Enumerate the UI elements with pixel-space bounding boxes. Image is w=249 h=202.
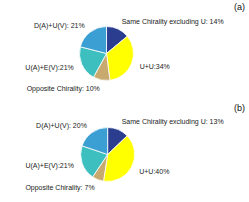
- slice-label: Opposite Chirality: 10%: [27, 85, 100, 93]
- pie-slice: [80, 27, 106, 54]
- slice-label: Same Chirality excluding U: 14%: [122, 18, 224, 26]
- slice-label: U+U:34%: [140, 63, 170, 70]
- slice-label: Opposite Chirality: 7%: [25, 184, 94, 192]
- slice-label: U+U:40%: [139, 168, 169, 175]
- slice-label: U(A)+E(V):21%: [25, 64, 73, 72]
- slices: [80, 27, 134, 81]
- chart-title: (a): [234, 2, 245, 12]
- labels: Same Chirality excluding U: 14% U+U:34% Op…: [25, 18, 223, 93]
- labels: Same Chirality excluding U: 13% U+U:40% Op…: [25, 118, 223, 192]
- pie-chart: Same Chirality excluding U: 13% U+U:40% Op…: [25, 103, 245, 192]
- chart-canvas: Same Chirality excluding U: 14% U+U:34% Op…: [0, 0, 249, 202]
- pie-slice: [103, 136, 134, 182]
- pie-slice: [107, 36, 134, 80]
- slices: [81, 128, 135, 182]
- slice-label: D(A)+U(V): 20%: [36, 122, 87, 130]
- pie-slice: [82, 128, 108, 155]
- pie-chart: Same Chirality excluding U: 14% U+U:34% Op…: [25, 2, 245, 93]
- slice-label: D(A)+U(V): 21%: [34, 22, 85, 30]
- slice-label: Same Chirality excluding U: 13%: [122, 118, 224, 126]
- chart-title: (b): [234, 103, 245, 113]
- slice-label: U(A)+E(V):21%: [25, 162, 73, 170]
